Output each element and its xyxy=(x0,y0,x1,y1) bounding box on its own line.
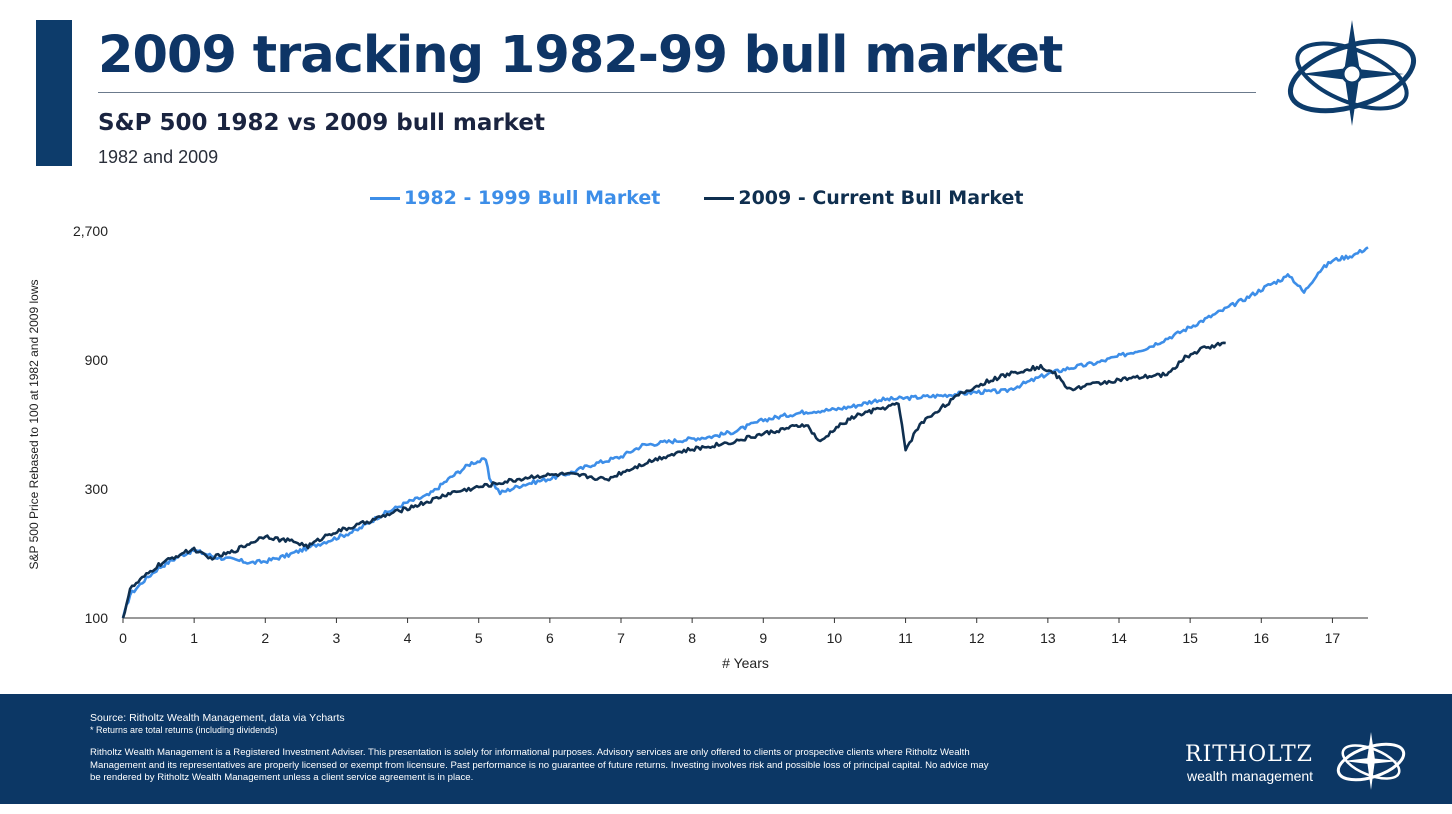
x-tick-label: 14 xyxy=(1111,630,1127,646)
x-tick-label: 1 xyxy=(190,630,198,646)
y-tick-label: 300 xyxy=(85,481,109,497)
y-tick-label: 2,700 xyxy=(73,223,108,239)
x-tick-label: 0 xyxy=(119,630,127,646)
chart-subtitle-secondary: 1982 and 2009 xyxy=(98,147,219,167)
chart-legend: 1982 - 1999 Bull Market 2009 - Current B… xyxy=(370,184,1024,212)
title-divider xyxy=(98,92,1256,93)
brand-name: RITHOLTZ xyxy=(1185,742,1313,767)
legend-swatch-2009 xyxy=(704,196,735,200)
x-tick-label: 6 xyxy=(546,630,554,646)
legend-swatch-1982 xyxy=(370,196,400,200)
x-tick-label: 2 xyxy=(261,630,269,646)
x-tick-label: 17 xyxy=(1325,630,1341,646)
chart-subtitle: S&P 500 1982 vs 2009 bull market xyxy=(98,110,545,136)
footer: Source: Ritholtz Wealth Management, data… xyxy=(0,694,1452,804)
series-line-2009 xyxy=(121,341,1226,619)
legend-item-1982: 1982 - 1999 Bull Market xyxy=(370,187,660,209)
footer-source: Source: Ritholtz Wealth Management, data… xyxy=(90,712,345,724)
footer-note: * Returns are total returns (including d… xyxy=(90,725,278,735)
x-tick-label: 13 xyxy=(1040,630,1056,646)
compass-logo-icon xyxy=(1287,20,1417,126)
x-tick-label: 7 xyxy=(617,630,625,646)
y-tick-label: 900 xyxy=(85,352,109,368)
legend-label-1982: 1982 - 1999 Bull Market xyxy=(404,187,661,209)
brand-tagline: wealth management xyxy=(1187,768,1314,784)
legend-label-2009: 2009 - Current Bull Market xyxy=(738,187,1024,209)
x-axis-label: # Years xyxy=(722,655,769,671)
y-axis-label: S&P 500 Price Rebased to 100 at 1982 and… xyxy=(27,280,41,570)
y-tick-label: 100 xyxy=(85,610,109,626)
x-tick-label: 15 xyxy=(1182,630,1198,646)
footer-brand-logo: RITHOLTZ wealth management xyxy=(1185,732,1415,794)
x-tick-label: 8 xyxy=(688,630,696,646)
page-title: 2009 tracking 1982-99 bull market xyxy=(98,26,1063,85)
title-accent-bar xyxy=(36,20,72,166)
x-tick-label: 4 xyxy=(404,630,412,646)
legend-item-2009: 2009 - Current Bull Market xyxy=(704,187,1024,209)
x-tick-label: 11 xyxy=(898,630,913,646)
x-tick-label: 9 xyxy=(759,630,767,646)
x-tick-label: 12 xyxy=(969,630,985,646)
x-tick-label: 3 xyxy=(333,630,341,646)
x-tick-label: 5 xyxy=(475,630,483,646)
brand-compass-icon xyxy=(1336,732,1406,790)
footer-disclaimer: Ritholtz Wealth Management is a Register… xyxy=(90,747,989,783)
line-chart: 0 1 2 3 4 5 6 7 8 9 10 11 12 13 14 15 16 171003009002,700… xyxy=(27,223,1369,671)
series-line-1982 xyxy=(121,246,1369,619)
x-tick-label: 10 xyxy=(827,630,843,646)
x-tick-label: 16 xyxy=(1253,630,1269,646)
